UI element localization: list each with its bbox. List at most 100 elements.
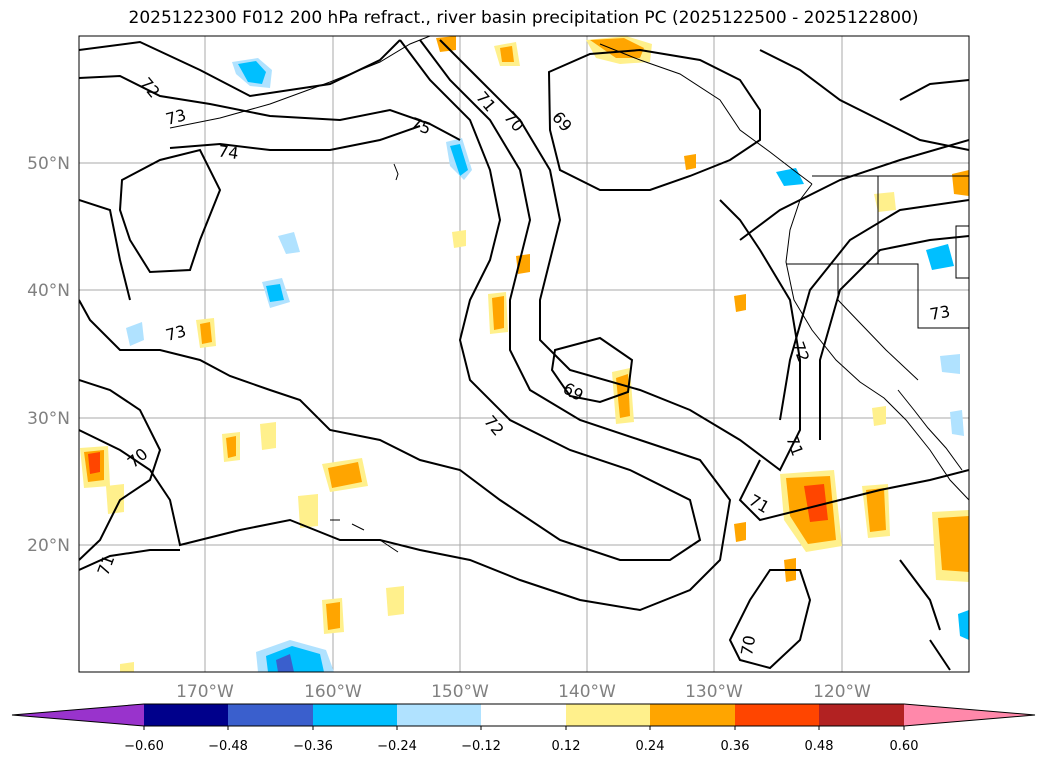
contour-line <box>738 459 969 522</box>
shade-neg-blob <box>276 654 294 672</box>
island <box>393 163 399 181</box>
colorbar-segment <box>735 704 819 726</box>
lon-label-130w: 130°W <box>685 682 743 702</box>
lon-label-140w: 140°W <box>558 682 616 702</box>
contour-line <box>118 148 222 274</box>
shade-pos-blob <box>226 436 236 458</box>
shade-pos-blob <box>260 422 276 450</box>
shade-pos-blob <box>326 602 340 630</box>
colorbar-tick-label: 0.12 <box>552 739 581 754</box>
coastlines <box>169 36 969 553</box>
shade-neg-blob <box>126 322 144 346</box>
colorbar: −0.60 −0.48 −0.36 −0.24 −0.12 0.12 0.24 … <box>11 703 1036 754</box>
contour-label: 73 <box>928 302 951 324</box>
shade-pos-blob <box>938 516 969 572</box>
colorbar-segment <box>904 704 1035 726</box>
colorbar-tick-label: 0.36 <box>721 739 750 754</box>
precip-shading <box>80 36 969 672</box>
shade-pos-blob <box>328 462 362 488</box>
colorbar-segment <box>144 704 228 726</box>
colorbar-ticks: −0.60 −0.48 −0.36 −0.24 −0.12 0.12 0.24 … <box>124 739 918 754</box>
state-border <box>955 225 969 279</box>
map-title: 2025122300 F012 200 hPa refract., river … <box>128 8 919 28</box>
contour-line <box>739 139 969 241</box>
shade-pos-blob <box>734 522 746 542</box>
hawaii-islands <box>330 519 399 553</box>
lon-label-170w: 170°W <box>176 682 234 702</box>
shade-pos-blob <box>874 192 896 212</box>
contour-line <box>169 125 421 151</box>
colorbar-segment <box>313 704 397 726</box>
contour-line <box>79 199 131 301</box>
shade-pos-blob <box>200 322 212 344</box>
map-frame <box>78 35 970 673</box>
contour-line <box>819 235 969 440</box>
contour-label: 73 <box>164 105 189 129</box>
contour-line <box>759 49 969 151</box>
shade-pos-blob <box>872 406 886 426</box>
lon-label-160w: 160°W <box>304 682 362 702</box>
shade-pos-blob <box>804 484 828 522</box>
contour-line <box>79 39 732 612</box>
lat-label-30n: 30°N <box>27 409 70 429</box>
shade-pos-blob <box>386 586 404 616</box>
refractivity-contours <box>79 39 969 671</box>
shade-neg-blob <box>940 354 960 374</box>
contour-line <box>779 199 969 421</box>
colorbar-tick-label: −0.48 <box>208 739 248 754</box>
contour-label: 70 <box>737 634 759 657</box>
shade-pos-blob <box>684 154 696 170</box>
colorbar-segment <box>228 704 313 726</box>
colorbar-tick-label: 0.48 <box>805 739 834 754</box>
contour-line <box>439 39 801 472</box>
contour-label: 74 <box>217 141 240 163</box>
colorbar-tick-label: 0.24 <box>636 739 665 754</box>
shade-neg-blob <box>958 610 969 640</box>
shade-pos-blob <box>952 170 969 196</box>
shade-pos-blob <box>734 294 746 312</box>
baja-gulf-coast <box>897 389 963 471</box>
contour-line <box>547 48 761 191</box>
colorbar-tick-label: −0.24 <box>377 739 417 754</box>
contour-line <box>79 379 162 561</box>
shade-neg-blob <box>450 144 468 176</box>
lat-label-20n: 20°N <box>27 536 70 556</box>
contour-line <box>899 79 969 101</box>
shade-pos-blob <box>590 38 644 58</box>
contour-line <box>79 39 702 561</box>
state-border <box>837 264 919 381</box>
shade-neg-blob <box>950 410 964 436</box>
contour-line <box>550 336 634 404</box>
colorbar-tick-label: −0.36 <box>293 739 333 754</box>
colorbar-segments <box>11 703 1036 730</box>
contour-line <box>79 74 461 141</box>
state-border <box>786 263 969 329</box>
shade-neg-blob <box>278 232 300 254</box>
colorbar-tick-label: −0.60 <box>124 739 164 754</box>
shade-neg-blob <box>926 244 954 270</box>
lat-label-40n: 40°N <box>27 281 70 301</box>
west-coast-na <box>785 183 969 501</box>
colorbar-segment <box>650 704 735 726</box>
shade-pos-blob <box>298 494 318 528</box>
colorbar-tick-label: −0.12 <box>461 739 501 754</box>
lon-label-120w: 120°W <box>813 682 871 702</box>
shade-pos-blob <box>500 46 514 62</box>
colorbar-segment <box>481 704 566 726</box>
shade-pos-blob <box>106 484 124 514</box>
graticule <box>79 36 969 672</box>
contour-line <box>728 569 812 670</box>
aleutian-coast <box>169 36 431 129</box>
shade-pos-blob <box>88 452 100 474</box>
lat-label-50n: 50°N <box>27 154 70 174</box>
shade-pos-blob <box>452 230 466 248</box>
shade-pos-blob <box>492 296 504 330</box>
colorbar-tick-label: 0.60 <box>890 739 919 754</box>
contour-line <box>899 559 951 671</box>
shade-neg-blob <box>238 61 266 84</box>
alaska-bc-coast <box>599 43 813 185</box>
longitude-labels: 170°W 160°W 150°W 140°W 130°W 120°W <box>176 682 871 702</box>
map-plot-area <box>79 36 969 672</box>
colorbar-segment <box>12 704 144 726</box>
